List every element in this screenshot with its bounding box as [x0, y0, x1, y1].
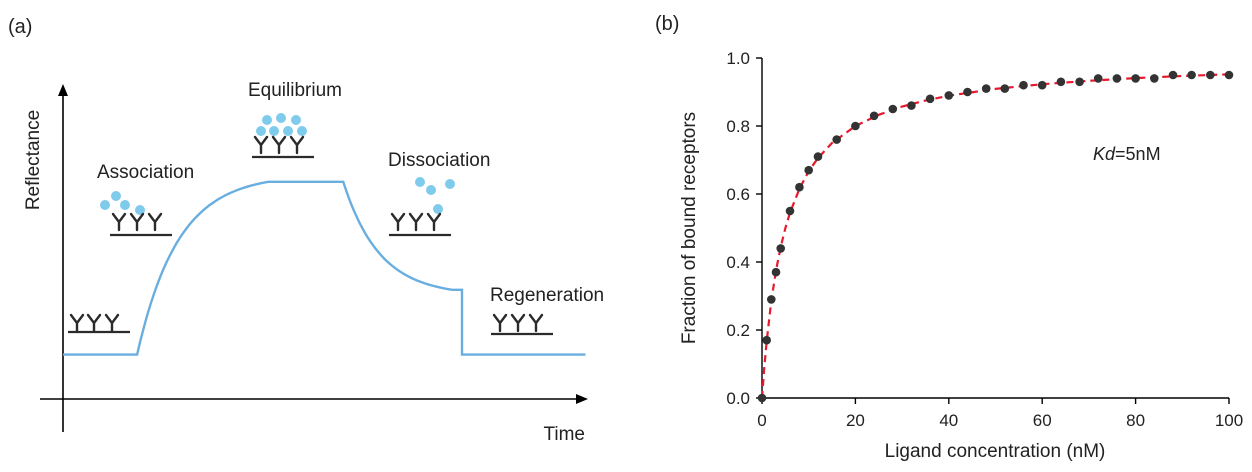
- data-point: [1150, 74, 1159, 83]
- data-point: [888, 104, 898, 114]
- data-point: [1056, 77, 1066, 87]
- x-tick-label: 100: [1215, 411, 1243, 430]
- x-tick-label: 20: [846, 411, 865, 430]
- y-tick-label: 0.0: [726, 389, 750, 408]
- data-point: [757, 393, 767, 403]
- antibody-surface-regeneration-icon: [491, 313, 553, 336]
- y-tick-label: 1.0: [726, 49, 750, 68]
- data-point: [1112, 74, 1122, 83]
- data-point: [832, 135, 841, 144]
- data-point: [963, 87, 972, 97]
- kd-annotation-value: =5nM: [1115, 144, 1161, 164]
- data-point: [1037, 80, 1047, 90]
- data-point: [1000, 84, 1010, 93]
- y-axis-label: Reflectance: [23, 110, 44, 210]
- antibody-surface-dissociation-icon: [389, 177, 455, 237]
- data-point: [785, 206, 795, 216]
- data-point: [925, 94, 935, 104]
- y-tick-label: 0.6: [726, 185, 750, 204]
- kd-annotation-symbol: Kd: [1093, 144, 1116, 164]
- data-point: [1168, 70, 1178, 80]
- data-point: [851, 121, 860, 131]
- binding-axis-ticks: 0 20 40 60 80 100 0.0 0.2 0.4 0.6 0.8 1.0: [726, 49, 1243, 430]
- data-points: [757, 70, 1234, 403]
- antibody-surface-baseline-icon: [68, 313, 130, 334]
- phase-label-regeneration: Regeneration: [490, 285, 604, 306]
- data-point: [944, 91, 954, 100]
- data-point: [1131, 74, 1140, 83]
- kd-annotation: Kd=5nM: [1093, 144, 1161, 164]
- x-axis-label: Time: [543, 424, 585, 445]
- data-point: [804, 165, 813, 175]
- antibody-surface-association-icon: [100, 191, 172, 237]
- panel-b-label: (b): [655, 13, 679, 35]
- data-point: [771, 267, 781, 277]
- data-point: [767, 295, 776, 304]
- data-point: [1206, 70, 1215, 80]
- data-point: [795, 182, 804, 192]
- data-point: [907, 101, 916, 110]
- y-tick-label: 0.2: [726, 321, 750, 340]
- data-point: [1093, 74, 1103, 83]
- fit-curve: [760, 73, 1230, 399]
- sensorgram-curve: [63, 180, 586, 356]
- phase-label-association: Association: [97, 162, 194, 183]
- panel-b-binding-curve: (b) 0 20 40 60 80 100 0.0 0.2 0.4 0.6 0.8 1.0 Ligan…: [655, 13, 1243, 462]
- data-point: [776, 244, 785, 253]
- data-point: [1224, 70, 1234, 80]
- antibody-surface-equilibrium-icon: [252, 113, 314, 159]
- data-point: [1075, 77, 1084, 87]
- binding-y-axis-label: Fraction of bound receptors: [679, 112, 700, 344]
- x-tick-label: 0: [757, 411, 766, 430]
- y-axis-arrowhead: [58, 84, 68, 96]
- y-tick-label: 0.4: [726, 253, 750, 272]
- x-tick-label: 60: [1033, 411, 1052, 430]
- phase-label-equilibrium: Equilibrium: [248, 80, 342, 101]
- x-tick-label: 40: [939, 411, 958, 430]
- binding-x-axis-label: Ligand concentration (nM): [885, 441, 1106, 462]
- x-axis-arrowhead: [576, 394, 588, 404]
- data-point: [981, 84, 991, 93]
- data-point: [813, 152, 823, 161]
- data-point: [1019, 80, 1028, 90]
- data-point: [762, 335, 771, 345]
- data-point: [1187, 70, 1196, 80]
- panel-a-label: (a): [8, 16, 32, 38]
- panel-a-sensorgram: (a) Time Reflectance Association Equilib…: [8, 16, 604, 445]
- phase-label-dissociation: Dissociation: [388, 150, 490, 171]
- data-point: [869, 111, 879, 121]
- y-tick-label: 0.8: [726, 117, 750, 136]
- x-tick-label: 80: [1126, 411, 1145, 430]
